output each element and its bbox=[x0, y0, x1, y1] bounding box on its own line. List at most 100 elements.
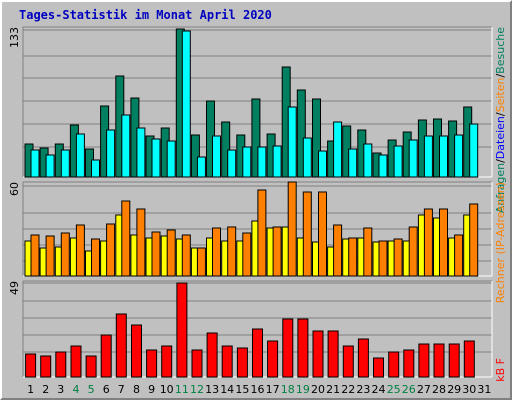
top-bar-2-day-25 bbox=[393, 145, 403, 178]
x-tick-label: 31 bbox=[477, 383, 491, 396]
middle-bar-2-day-19 bbox=[302, 191, 312, 277]
top-bar-2-day-17 bbox=[272, 145, 282, 178]
x-tick-label: 25 bbox=[387, 383, 401, 396]
x-tick-label: 6 bbox=[103, 383, 110, 396]
top-bar-2-day-4 bbox=[75, 133, 85, 178]
top-legend: Anfragen/Dateien/Seiten/Besuche bbox=[494, 27, 507, 214]
middle-bar-2-day-2 bbox=[45, 235, 55, 277]
top-bar-2-day-3 bbox=[60, 149, 70, 178]
x-tick-label: 8 bbox=[133, 383, 140, 396]
bottom-bar-1-day-1 bbox=[25, 353, 37, 378]
bottom-bar-1-day-25 bbox=[388, 351, 400, 378]
x-tick-label: 19 bbox=[296, 383, 310, 396]
x-tick-label: 16 bbox=[251, 383, 265, 396]
x-tick-label: 20 bbox=[311, 383, 325, 396]
bottom-legend-part: kB F bbox=[494, 358, 507, 382]
middle-bar-2-day-28 bbox=[439, 208, 448, 277]
bottom-bar-1-day-15 bbox=[236, 347, 248, 378]
top-bar-2-day-30 bbox=[469, 123, 479, 178]
bottom-bar-1-day-4 bbox=[70, 345, 82, 378]
top-legend-part: Dateien bbox=[494, 116, 507, 159]
x-tick-label: 1 bbox=[27, 383, 34, 396]
middle-bar-2-day-17 bbox=[272, 226, 282, 277]
middle-bar-2-day-25 bbox=[393, 238, 403, 277]
middle-bar-2-day-9 bbox=[151, 231, 161, 277]
middle-bar-2-day-27 bbox=[423, 208, 433, 277]
top-bar-2-day-26 bbox=[408, 139, 418, 178]
x-tick-label: 26 bbox=[402, 383, 416, 396]
top-legend-part: Besuche bbox=[494, 27, 507, 74]
x-tick-label: 7 bbox=[118, 383, 125, 396]
top-bar-2-day-20 bbox=[318, 150, 327, 178]
x-tick-label: 3 bbox=[57, 383, 64, 396]
x-tick-label: 24 bbox=[372, 383, 386, 396]
top-bar-2-day-19 bbox=[302, 137, 312, 178]
x-tick-label: 12 bbox=[190, 383, 204, 396]
x-tick-label: 27 bbox=[417, 383, 431, 396]
bottom-bar-1-day-6 bbox=[100, 334, 112, 378]
top-bar-2-day-7 bbox=[121, 114, 131, 178]
x-tick-label: 9 bbox=[148, 383, 155, 396]
top-bar-2-day-6 bbox=[106, 129, 116, 178]
bottom-bar-1-day-13 bbox=[206, 332, 218, 378]
top-bar-2-day-29 bbox=[454, 134, 464, 178]
top-bar-2-day-11 bbox=[181, 30, 191, 178]
bottom-bar-1-day-17 bbox=[267, 340, 279, 378]
bottom-bar-1-day-21 bbox=[327, 330, 339, 378]
x-tick-label: 15 bbox=[235, 383, 249, 396]
top-bar-2-day-2 bbox=[45, 154, 55, 178]
x-tick-label: 5 bbox=[88, 383, 95, 396]
top-bar-2-day-23 bbox=[363, 143, 373, 178]
bottom-bar-1-day-20 bbox=[312, 330, 324, 378]
middle-bar-2-day-8 bbox=[136, 208, 146, 277]
x-tick-label: 21 bbox=[326, 383, 340, 396]
middle-bar-2-day-13 bbox=[212, 227, 221, 277]
bottom-bar-1-day-24 bbox=[373, 357, 384, 378]
middle-bar-2-day-23 bbox=[363, 227, 373, 277]
middle-bar-2-day-24 bbox=[378, 240, 388, 277]
x-tick-label: 28 bbox=[432, 383, 446, 396]
bottom-bar-1-day-19 bbox=[297, 318, 309, 378]
middle-bar-2-day-14 bbox=[227, 226, 237, 277]
x-tick-label: 29 bbox=[447, 383, 461, 396]
middle-bar-2-day-15 bbox=[242, 232, 252, 277]
bottom-bar-1-day-2 bbox=[40, 355, 52, 378]
middle-bar-2-day-26 bbox=[408, 226, 418, 277]
top-bar-2-day-10 bbox=[166, 140, 176, 178]
bottom-legend: kB F bbox=[494, 358, 507, 382]
x-tick-label: 17 bbox=[266, 383, 280, 396]
bottom-bar-1-day-14 bbox=[221, 345, 233, 378]
bottom-bar-1-day-8 bbox=[131, 324, 142, 378]
middle-legend-part: Rechner (IP-Adressen) bbox=[494, 182, 507, 303]
middle-bar-2-day-11 bbox=[181, 234, 191, 277]
middle-legend: Rechner (IP-Adressen) bbox=[494, 182, 507, 303]
top-bar-2-day-15 bbox=[242, 146, 252, 178]
middle-bar-2-day-30 bbox=[469, 203, 479, 277]
top-bar-2-day-24 bbox=[378, 154, 388, 178]
top-bar-2-day-16 bbox=[257, 146, 267, 178]
x-tick-label: 4 bbox=[73, 383, 80, 396]
bottom-bar-1-day-16 bbox=[252, 328, 263, 378]
x-tick-label: 13 bbox=[205, 383, 219, 396]
middle-bar-2-day-7 bbox=[121, 200, 131, 277]
bottom-bar-1-day-27 bbox=[418, 343, 430, 378]
middle-bar-2-day-22 bbox=[348, 237, 358, 277]
middle-bar-2-day-5 bbox=[91, 238, 100, 277]
x-tick-label: 10 bbox=[160, 383, 174, 396]
top-bar-1-day-16 bbox=[251, 98, 261, 178]
bottom-bar-1-day-22 bbox=[342, 345, 354, 378]
x-tick-label: 14 bbox=[220, 383, 234, 396]
bottom-bar-1-day-30 bbox=[463, 340, 475, 378]
top-bar-2-day-5 bbox=[91, 159, 100, 178]
bottom-bar-1-day-18 bbox=[282, 318, 294, 378]
top-legend-part: Anfragen bbox=[494, 163, 507, 213]
top-bar-2-day-1 bbox=[30, 149, 40, 178]
middle-bar-2-day-29 bbox=[454, 234, 464, 277]
bottom-bar-1-day-11 bbox=[176, 282, 188, 378]
middle-bar-2-day-3 bbox=[60, 232, 70, 277]
top-bar-1-day-20 bbox=[312, 98, 321, 178]
top-bar-2-day-8 bbox=[136, 127, 146, 178]
bottom-bar-1-day-10 bbox=[161, 345, 173, 378]
